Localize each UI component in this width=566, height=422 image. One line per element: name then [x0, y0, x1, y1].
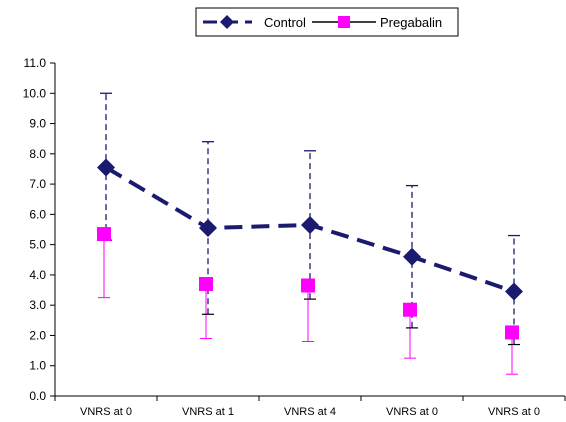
- x-axis: VNRS at 0 VNRS at 1 VNRS at 4 VNRS at 0 VNRS…: [54, 395, 566, 418]
- pregabalin-point: [199, 276, 213, 291]
- legend-control-marker: [220, 15, 234, 29]
- pregabalin-point: [505, 325, 519, 340]
- y-tick-label: 2.0: [29, 328, 46, 342]
- error-bars: [98, 92, 520, 375]
- y-tick-label: 10.0: [23, 86, 47, 100]
- x-tick-label: VNRS at 4: [284, 406, 336, 418]
- legend-pregabalin-label: Pregabalin: [380, 15, 442, 30]
- y-tick-label: 6.0: [29, 207, 46, 221]
- series-markers: [97, 158, 523, 340]
- y-tick-label: 3.0: [29, 298, 46, 312]
- y-tick-label: 8.0: [29, 147, 46, 161]
- legend: Control Pregabalin: [195, 7, 459, 37]
- x-tick-label: VNRS at 0: [386, 406, 438, 418]
- y-tick-label: 11.0: [24, 56, 47, 70]
- x-tick-label: VNRS at 0: [488, 406, 540, 418]
- y-tick-label: 9.0: [29, 117, 46, 131]
- pregabalin-point: [97, 227, 111, 242]
- y-tick-label: 4.0: [29, 268, 46, 282]
- y-axis: 0.0 1.0 2.0 3.0 4.0 5.0 6.0 7.0 8.0 9.0 10.0 11.0: [23, 56, 56, 403]
- x-tick-label: VNRS at 1: [182, 406, 234, 418]
- y-tick-label: 1.0: [29, 359, 46, 373]
- x-tick-label: VNRS at 0: [80, 406, 132, 418]
- pregabalin-point: [301, 278, 315, 293]
- pregabalin-point: [403, 302, 417, 317]
- y-tick-label: 0.0: [29, 389, 46, 403]
- control-point: [301, 215, 319, 234]
- control-point: [199, 218, 217, 237]
- legend-pregabalin-marker: [338, 16, 350, 28]
- control-point: [97, 158, 115, 177]
- legend-control-label: Control: [264, 15, 306, 30]
- control-point: [403, 247, 421, 266]
- y-tick-label: 5.0: [29, 238, 46, 252]
- y-tick-label: 7.0: [29, 177, 46, 191]
- control-point: [505, 282, 523, 301]
